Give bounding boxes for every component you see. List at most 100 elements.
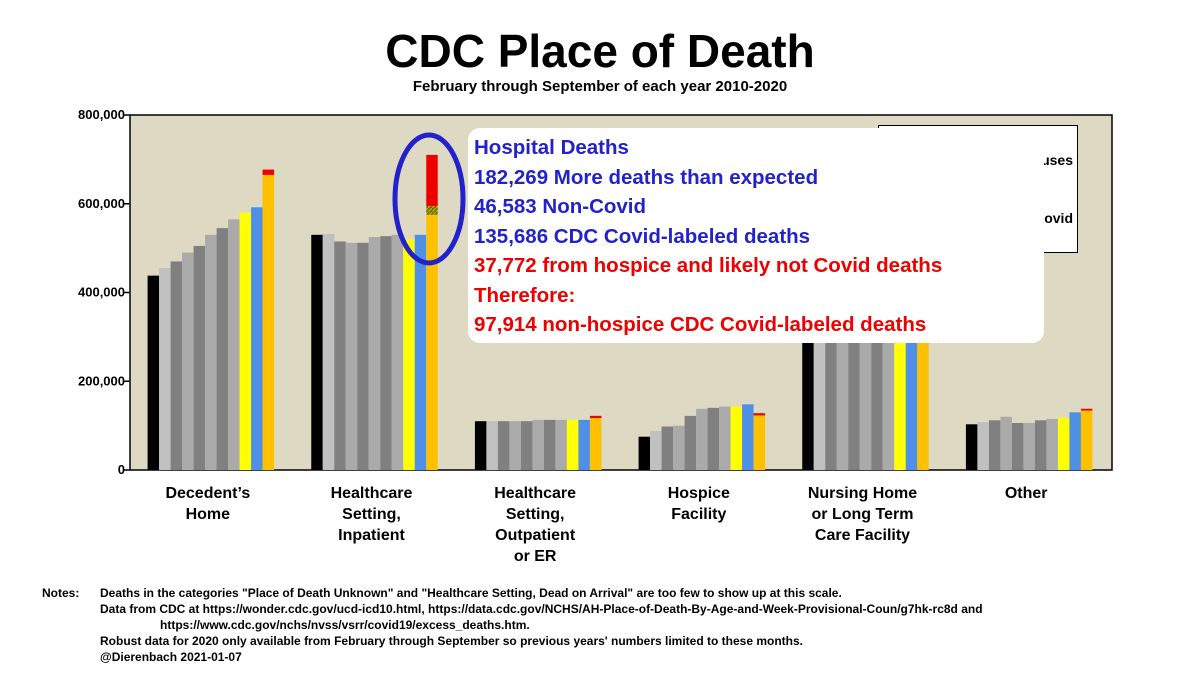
bar [311, 234, 323, 470]
note-line: @Dierenbach 2021-01-07 [100, 650, 242, 664]
bar-2020-excess [426, 205, 438, 215]
bar [988, 420, 1001, 470]
bar [589, 418, 602, 470]
bar [859, 283, 872, 470]
bar [193, 245, 206, 470]
bar [251, 207, 263, 471]
bar [825, 283, 837, 470]
x-category-label: Nursing Home or Long Term Care Facility [807, 485, 918, 544]
bar [509, 421, 521, 470]
bar [730, 406, 743, 470]
note-line: https://www.cdc.gov/nchs/nvss/vsrr/covid… [160, 618, 530, 632]
x-category-label: Hospice Facility [667, 485, 730, 523]
bar [813, 283, 826, 470]
bar [1034, 420, 1047, 470]
bar [216, 228, 229, 470]
bar [555, 419, 567, 470]
bar [965, 424, 978, 470]
bar [170, 261, 183, 470]
bar [719, 406, 731, 470]
bar [345, 242, 358, 470]
legend-entry: uses [1041, 152, 1073, 168]
bar [205, 234, 217, 470]
y-tick-label: 400,000 [78, 285, 125, 300]
bar [684, 415, 697, 470]
note-line: Deaths in the categories "Place of Death… [100, 586, 842, 600]
bar [1046, 418, 1058, 470]
bar [159, 268, 171, 470]
bar [380, 236, 392, 470]
chart-title: CDC Place of Death [385, 25, 815, 77]
bar [650, 430, 662, 470]
bar [882, 283, 895, 470]
bar [486, 421, 498, 470]
bar [543, 419, 556, 470]
bar [532, 419, 544, 470]
bar [871, 283, 883, 470]
legend-entry: ovid [1044, 210, 1073, 226]
bar [802, 283, 814, 470]
bar [357, 242, 369, 470]
bar-2020-excess [589, 415, 602, 419]
bar [497, 421, 510, 470]
bar [836, 283, 849, 470]
y-tick-label: 600,000 [78, 196, 125, 211]
x-category-label: Healthcare Setting, Outpatient or ER [494, 485, 577, 565]
bar [426, 214, 438, 470]
bar [696, 408, 708, 470]
bar [742, 404, 754, 470]
bar [894, 283, 906, 470]
x-category-label: Healthcare Setting, Inpatient [330, 485, 413, 544]
bar [239, 212, 252, 470]
notes-label: Notes: [42, 586, 80, 600]
bar [228, 219, 240, 470]
bar-2020-excess [426, 154, 438, 206]
notes: Notes: Deaths in the categories "Place o… [42, 585, 983, 665]
bar-2020-excess [1080, 408, 1093, 411]
bar [673, 425, 685, 470]
annotation-line: 37,772 from hospice and likely not Covid… [474, 254, 943, 277]
bar [322, 233, 335, 470]
y-tick-label: 800,000 [78, 107, 125, 122]
bar [578, 419, 590, 470]
bar [661, 426, 674, 470]
bar [1080, 410, 1093, 470]
annotation-line: 46,583 Non-Covid [474, 195, 647, 218]
bar [977, 422, 989, 470]
chart-subtitle: February through September of each year … [412, 78, 788, 95]
bar [474, 421, 487, 470]
bar [520, 421, 533, 470]
bar [414, 234, 427, 470]
bar [262, 174, 275, 470]
annotation-box: Hospital Deaths 182,269 More deaths than … [468, 128, 1044, 343]
bar [753, 415, 766, 470]
bar [1057, 417, 1070, 470]
y-tick-label: 200,000 [78, 373, 125, 388]
bar [638, 436, 651, 470]
bar-2020-excess [262, 169, 275, 175]
bar [391, 234, 404, 470]
bar [566, 419, 579, 470]
bar [1011, 422, 1024, 470]
bar [707, 407, 720, 470]
bar [368, 237, 381, 470]
y-tick-label: 0 [118, 462, 125, 477]
annotation-line: 182,269 More deaths than expected [474, 165, 819, 189]
note-line: Robust data for 2020 only available from… [100, 634, 804, 648]
note-line: Data from CDC at https://wonder.cdc.gov/… [100, 602, 983, 616]
bar [1023, 422, 1035, 470]
bar [1069, 412, 1081, 470]
bar [403, 239, 415, 470]
bar [182, 252, 194, 470]
bar [917, 283, 929, 470]
bar [848, 283, 860, 470]
x-category-label: Decedent’s Home [165, 485, 251, 523]
bar [905, 283, 918, 470]
x-category-label: Other [1004, 485, 1048, 502]
bar [1000, 416, 1012, 470]
bar-2020-excess [753, 413, 766, 416]
annotation-line: 135,686 CDC Covid-labeled deaths [474, 224, 811, 248]
annotation-line: Therefore: [474, 283, 576, 307]
bar [147, 275, 160, 470]
bar [334, 241, 346, 470]
